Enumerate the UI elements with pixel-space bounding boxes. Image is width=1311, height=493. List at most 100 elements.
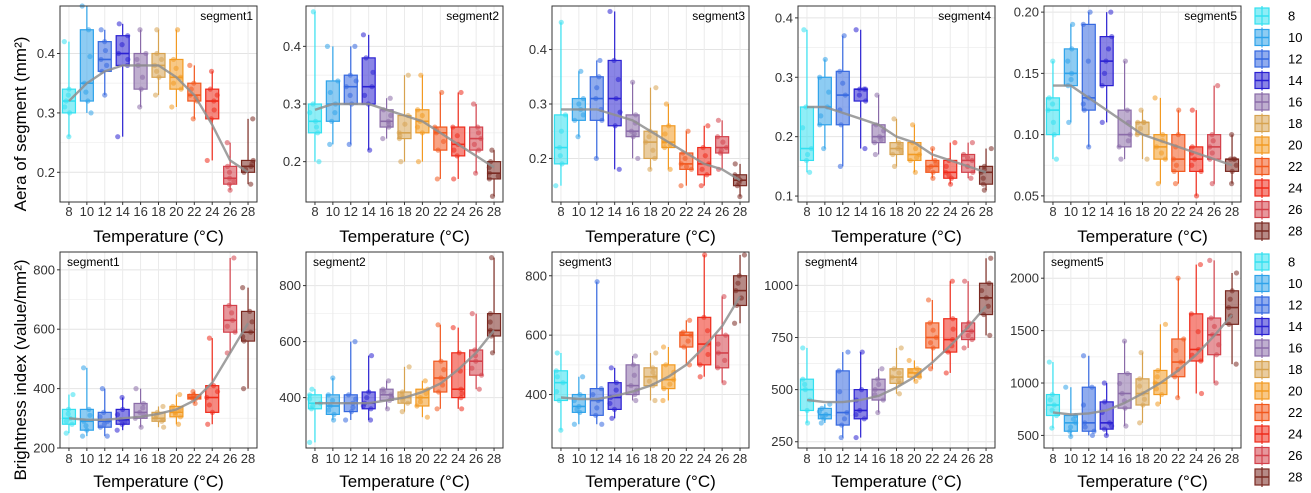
data-point (1195, 329, 1201, 335)
data-point (122, 419, 128, 425)
box-iqr (325, 80, 340, 122)
data-point (632, 391, 638, 398)
data-point (438, 358, 444, 364)
legend-bottom: 8 10 12 14 16 18 20 22 24 26 28 (1254, 252, 1302, 487)
data-point (1087, 9, 1093, 15)
data-point (898, 148, 904, 155)
data-point (120, 406, 126, 412)
data-point (721, 293, 727, 300)
data-point (964, 154, 971, 161)
data-point (558, 19, 564, 25)
data-point (685, 338, 691, 344)
data-point (683, 164, 690, 170)
data-point (1063, 384, 1069, 390)
data-point (969, 140, 976, 146)
data-point (607, 8, 613, 15)
trend-line (68, 322, 250, 421)
data-point (980, 175, 986, 181)
data-point (175, 421, 182, 427)
data-point (343, 84, 349, 90)
x-tick-label: 28 (1225, 204, 1239, 219)
data-point (599, 421, 605, 427)
data-point (137, 104, 143, 110)
data-point (88, 110, 94, 116)
legend-item-20: 20 (1254, 135, 1302, 155)
data-point (486, 176, 492, 182)
legend-item-10: 10 (1254, 273, 1302, 294)
x-tick-label: 20 (169, 204, 183, 219)
data-point (554, 388, 560, 395)
data-point (913, 378, 919, 384)
data-point (65, 411, 71, 417)
data-point (346, 141, 352, 147)
data-point (598, 386, 604, 392)
data-point (578, 68, 584, 74)
x-tick-label: 10 (818, 451, 832, 466)
data-point (1065, 58, 1071, 64)
data-point (248, 329, 254, 335)
x-tick-label: 12 (98, 451, 112, 466)
data-point (406, 364, 412, 370)
data-point (368, 353, 375, 359)
data-point (1117, 380, 1123, 387)
data-point (630, 362, 637, 368)
data-point (489, 350, 496, 356)
data-point (1198, 358, 1204, 364)
x-tick-label: 16 (379, 204, 393, 219)
x-tick-label: 12 (98, 204, 112, 219)
data-point (169, 104, 175, 110)
data-point (1051, 132, 1057, 138)
data-point (576, 403, 582, 410)
legend-item-24: 24 (1254, 424, 1302, 444)
data-point (85, 27, 92, 33)
legend-label: 14 (1288, 319, 1302, 334)
x-tick-label: 8 (311, 451, 318, 466)
data-point (1116, 144, 1122, 150)
data-point (611, 406, 618, 412)
data-point (61, 39, 67, 45)
data-point (137, 409, 143, 415)
x-tick-label: 28 (241, 204, 255, 219)
data-point (554, 350, 560, 356)
data-point (385, 378, 392, 384)
data-point (1155, 401, 1161, 407)
trend-line (560, 295, 742, 401)
data-point (156, 74, 162, 80)
data-point (891, 116, 897, 122)
data-point (741, 252, 748, 258)
x-tick-label: 16 (133, 451, 147, 466)
x-axis-title: Temperature (°C) (831, 227, 962, 246)
trend-line (1053, 84, 1233, 167)
data-point (469, 365, 475, 371)
y-tick-label: 2000 (1010, 271, 1039, 286)
x-tick-label: 24 (451, 204, 465, 219)
x-tick-label: 20 (661, 204, 675, 219)
data-point (67, 110, 73, 116)
data-point (1121, 338, 1128, 344)
data-point (152, 92, 159, 98)
data-point (613, 380, 619, 386)
data-point (1123, 423, 1129, 429)
data-point (1189, 107, 1195, 113)
data-point (415, 159, 422, 165)
box-22 (925, 145, 940, 181)
data-point (702, 153, 708, 159)
data-point (1119, 390, 1125, 397)
data-point (458, 386, 464, 392)
data-point (1173, 347, 1179, 354)
data-point (434, 406, 440, 412)
data-point (879, 366, 885, 372)
x-tick-label: 12 (344, 204, 358, 219)
data-point (405, 72, 411, 78)
data-point (800, 376, 806, 382)
segment-label: segment4 (938, 9, 991, 23)
data-point (631, 372, 637, 378)
data-point (819, 405, 825, 411)
x-tick-label: 26 (223, 204, 237, 219)
x-tick-label: 28 (979, 451, 993, 466)
data-point (495, 173, 501, 179)
data-point (329, 118, 335, 124)
data-point (687, 317, 693, 323)
data-point (62, 104, 68, 110)
data-point (154, 27, 160, 33)
